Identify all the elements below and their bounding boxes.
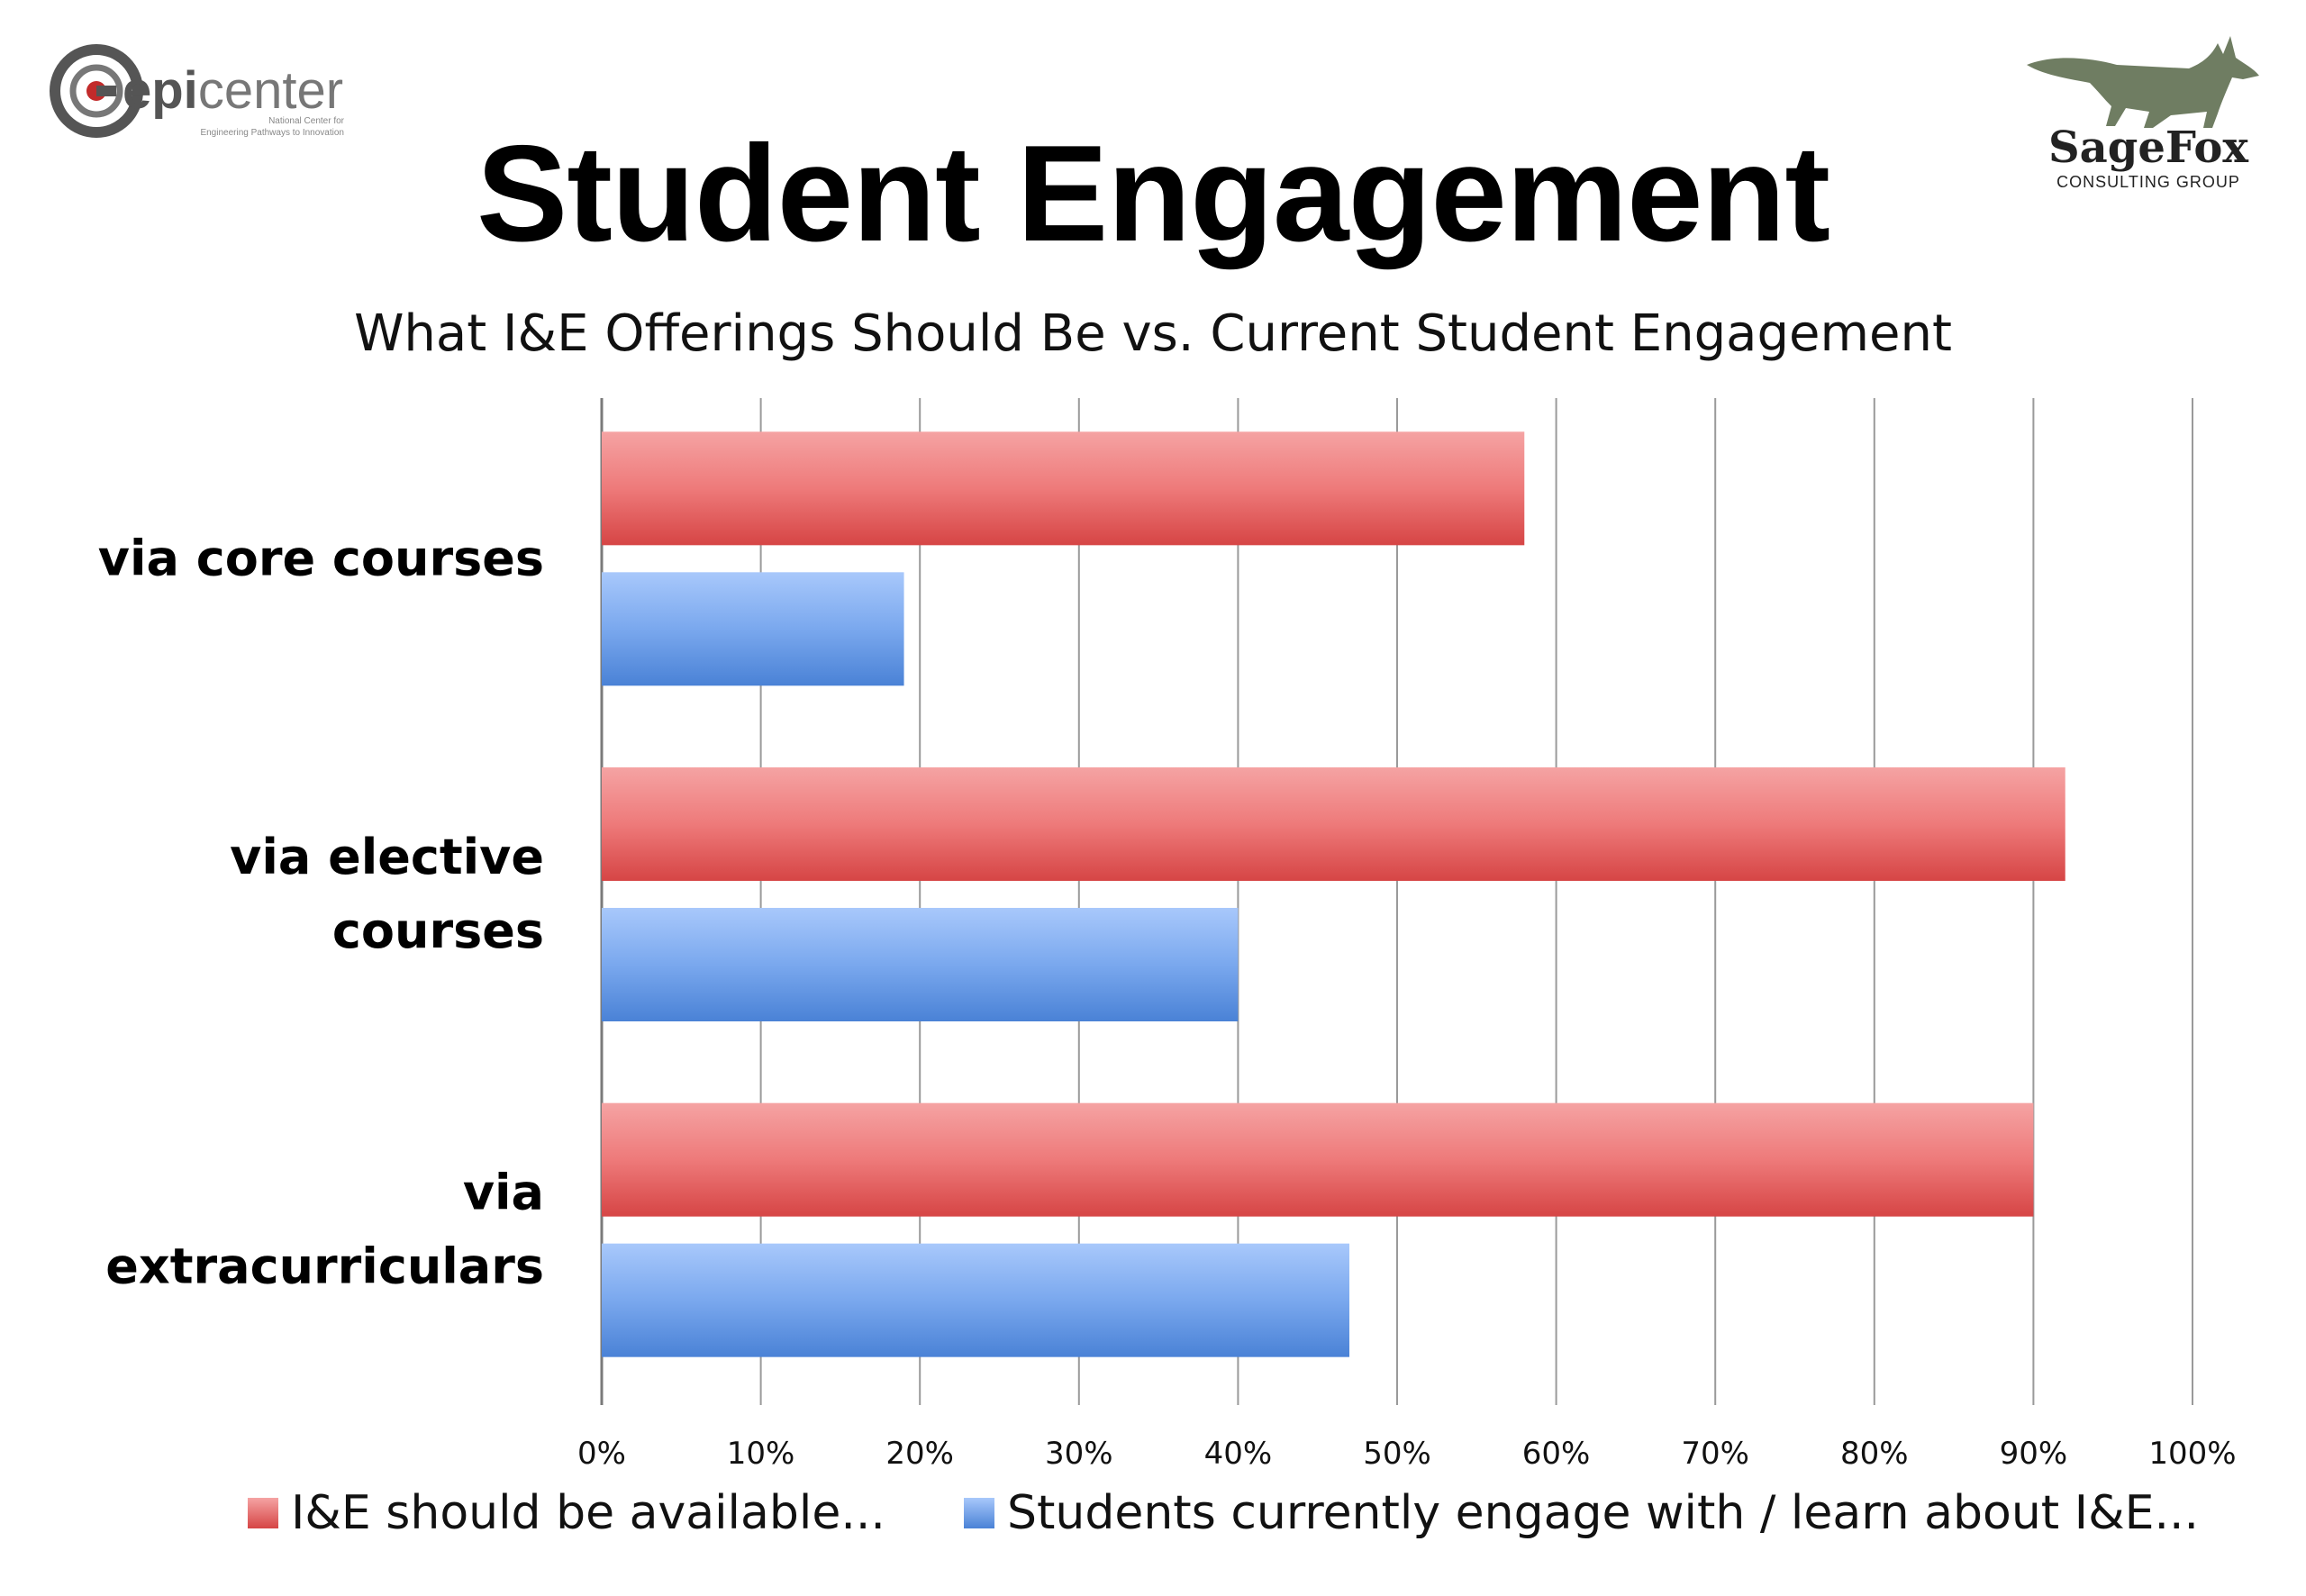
bars	[602, 431, 2065, 1357]
x-tick-label: 70%	[1681, 1436, 1749, 1472]
bar-should-be-available	[602, 767, 2065, 881]
category-label: via extracurriculars	[105, 1165, 544, 1295]
x-tick-label: 10%	[727, 1436, 795, 1472]
bar-currently-engage	[602, 1243, 1350, 1357]
epicenter-logo-text: epicenter	[123, 61, 343, 120]
x-tick-label: 30%	[1045, 1436, 1113, 1472]
fox-icon	[2027, 36, 2259, 128]
sagefox-logo: SageFox CONSULTING GROUP	[2027, 36, 2259, 191]
x-axis-ticks: 0% 10% 20% 30% 40% 50% 60% 70% 80% 90% 100%	[577, 1436, 2237, 1472]
bar-should-be-available	[602, 1102, 2034, 1217]
epicenter-tagline-2: Engineering Pathways to Innovation	[200, 128, 344, 138]
legend-item-red: I&E should be available...	[248, 1477, 885, 1549]
x-tick-label: 100%	[2148, 1436, 2236, 1472]
bar-should-be-available	[602, 431, 1525, 546]
legend-label-blue: Students currently engage with / learn a…	[1007, 1486, 2200, 1540]
x-tick-label: 60%	[1522, 1436, 1591, 1472]
x-tick-label: 50%	[1363, 1436, 1431, 1472]
x-tick-label: 20%	[885, 1436, 954, 1472]
epicenter-logo: epicenter National Center for Engineerin…	[50, 44, 345, 138]
x-tick-label: 80%	[1840, 1436, 1909, 1472]
chart-subtitle: What I&E Offerings Should Be vs. Current…	[354, 304, 1952, 363]
x-tick-label: 0%	[577, 1436, 626, 1472]
legend: I&E should be available... Students curr…	[0, 1477, 2306, 1549]
grid-lines	[600, 398, 2193, 1405]
legend-swatch-blue	[964, 1498, 994, 1528]
legend-label-red: I&E should be available...	[291, 1486, 885, 1540]
category-label: via elective courses	[230, 829, 544, 959]
legend-swatch-red	[248, 1498, 278, 1528]
target-icon	[50, 44, 143, 138]
legend-item-blue: Students currently engage with / learn a…	[964, 1477, 2199, 1549]
epicenter-tagline-1: National Center for	[268, 116, 345, 126]
sagefox-tagline: CONSULTING GROUP	[2056, 173, 2240, 191]
category-label: via core courses	[98, 530, 544, 586]
category-labels: via core courses via elective courses via ex…	[98, 530, 544, 1294]
x-tick-label: 40%	[1204, 1436, 1273, 1472]
x-tick-label: 90%	[2000, 1436, 2068, 1472]
page-title: Student Engagement	[476, 117, 1830, 270]
bar-currently-engage	[602, 572, 904, 686]
sagefox-logo-text: SageFox	[2048, 122, 2248, 173]
bar-currently-engage	[602, 908, 1239, 1021]
